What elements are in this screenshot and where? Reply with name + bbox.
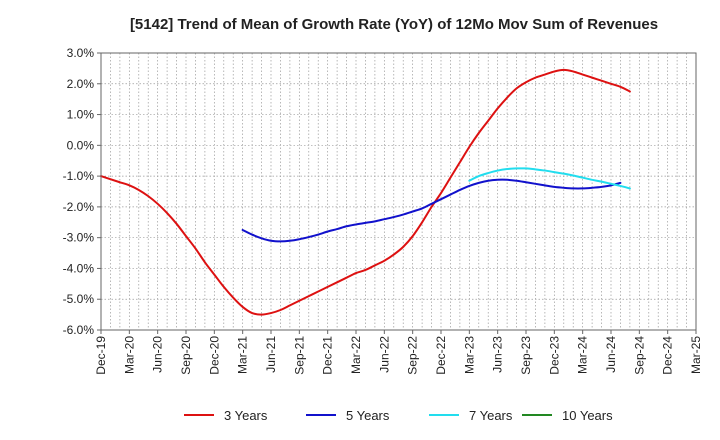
x-tick-label: Dec-21	[321, 336, 335, 375]
plot-area	[101, 53, 696, 330]
series-line-3-years	[100, 68, 631, 316]
legend: 3 Years 5 Years 7 Years 10 Years	[184, 408, 613, 423]
y-tick-label: 2.0%	[67, 77, 95, 91]
y-tick-label: -4.0%	[63, 261, 95, 275]
x-tick-label: Sep-20	[179, 336, 193, 375]
series-lines	[100, 68, 631, 316]
x-tick-label: Sep-21	[292, 336, 306, 375]
x-axis: Dec-19 Mar-20 Jun-20 Sep-20 Dec-20 Mar-21 Jun-…	[94, 330, 703, 375]
chart-title: [5142] Trend of Mean of Growth Rate (YoY…	[130, 16, 658, 33]
x-tick-label: Jun-23	[491, 336, 505, 373]
y-tick-label: 0.0%	[67, 138, 95, 152]
y-tick-label: -3.0%	[63, 231, 95, 245]
x-tick-label: Dec-22	[434, 336, 448, 375]
y-tick-label: 1.0%	[67, 108, 95, 122]
y-tick-label: 3.0%	[67, 46, 95, 60]
x-tick-label: Mar-20	[122, 336, 136, 374]
y-tick-label: -2.0%	[63, 200, 95, 214]
x-tick-label: Mar-22	[349, 336, 363, 374]
x-tick-label: Mar-25	[689, 336, 703, 374]
x-tick-label: Mar-21	[236, 336, 250, 374]
x-tick-label: Sep-22	[406, 336, 420, 375]
plot-border	[100, 52, 697, 331]
x-tick-label: Jun-22	[377, 336, 391, 373]
x-tick-label: Mar-23	[462, 336, 476, 374]
y-tick-label: -6.0%	[63, 323, 95, 337]
y-axis: 3.0% 2.0% 1.0% 0.0% -1.0% -2.0% -3.0% -4.0% -5.0…	[63, 46, 101, 337]
series-line-5-years	[241, 178, 622, 243]
legend-label-10-years: 10 Years	[562, 408, 613, 423]
grid-lines	[101, 53, 696, 330]
x-tick-label: Dec-20	[207, 336, 221, 375]
x-tick-label: Mar-24	[576, 336, 590, 374]
x-tick-label: Dec-19	[94, 336, 108, 375]
series-line-7-years	[468, 167, 631, 190]
x-tick-label: Jun-21	[264, 336, 278, 373]
legend-label-3-years: 3 Years	[224, 408, 268, 423]
x-tick-label: Sep-24	[632, 336, 646, 375]
x-tick-label: Jun-20	[151, 336, 165, 373]
legend-label-7-years: 7 Years	[469, 408, 513, 423]
y-tick-label: -1.0%	[63, 169, 95, 183]
legend-label-5-years: 5 Years	[346, 408, 390, 423]
x-tick-label: Dec-24	[661, 336, 675, 375]
x-tick-label: Jun-24	[604, 336, 618, 373]
y-tick-label: -5.0%	[63, 292, 95, 306]
x-tick-label: Dec-23	[547, 336, 561, 375]
x-tick-label: Sep-23	[519, 336, 533, 375]
